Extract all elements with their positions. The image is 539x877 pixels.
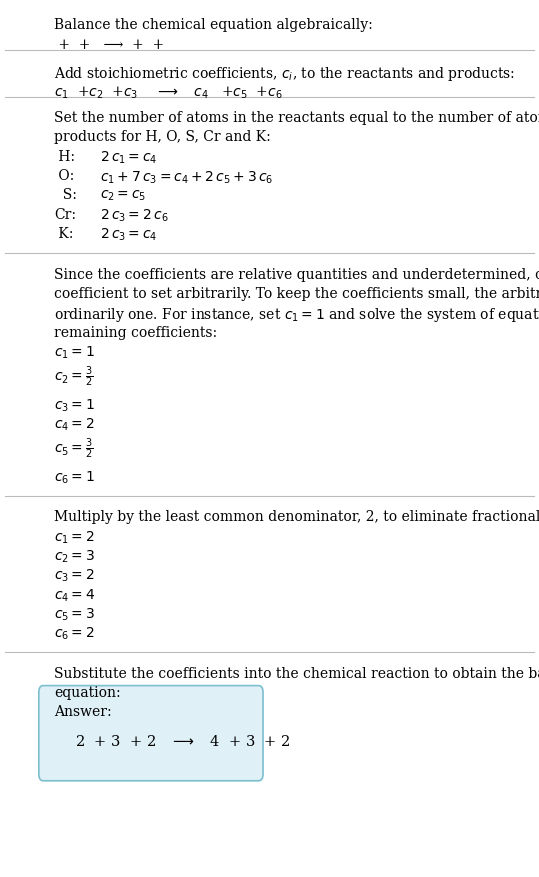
Text: Add stoichiometric coefficients, $c_i$, to the reactants and products:: Add stoichiometric coefficients, $c_i$, … (54, 65, 515, 82)
Text: $c_1 = 1$: $c_1 = 1$ (54, 345, 95, 360)
Text: S:: S: (54, 189, 77, 203)
Text: Multiply by the least common denominator, 2, to eliminate fractional coefficient: Multiply by the least common denominator… (54, 510, 539, 524)
Text: $c_1 + 7\,c_3 = c_4 + 2\,c_5 + 3\,c_6$: $c_1 + 7\,c_3 = c_4 + 2\,c_5 + 3\,c_6$ (100, 169, 273, 185)
Text: $c_6 = 1$: $c_6 = 1$ (54, 469, 95, 485)
Text: $c_1$  +$c_2$  +$c_3$    $\longrightarrow$   $c_4$   +$c_5$  +$c_6$: $c_1$ +$c_2$ +$c_3$ $\longrightarrow$ $c… (54, 84, 282, 100)
Text: products for H, O, S, Cr and K:: products for H, O, S, Cr and K: (54, 131, 271, 145)
Text: coefficient to set arbitrarily. To keep the coefficients small, the arbitrary va: coefficient to set arbitrarily. To keep … (54, 287, 539, 301)
FancyBboxPatch shape (39, 686, 263, 781)
Text: H:: H: (54, 150, 75, 164)
Text: Set the number of atoms in the reactants equal to the number of atoms in the: Set the number of atoms in the reactants… (54, 111, 539, 125)
Text: Since the coefficients are relative quantities and underdetermined, choose a: Since the coefficients are relative quan… (54, 267, 539, 282)
Text: $c_4 = 4$: $c_4 = 4$ (54, 587, 95, 603)
Text: $c_5 = 3$: $c_5 = 3$ (54, 606, 95, 623)
Text: equation:: equation: (54, 685, 121, 699)
Text: $c_3 = 2$: $c_3 = 2$ (54, 567, 94, 584)
Text: $2\,c_3 = c_4$: $2\,c_3 = c_4$ (100, 227, 157, 243)
Text: +  +   ⟶  +  +: + + ⟶ + + (54, 38, 168, 52)
Text: ordinarily one. For instance, set $c_1 = 1$ and solve the system of equations fo: ordinarily one. For instance, set $c_1 =… (54, 306, 539, 324)
Text: 2  + 3  + 2   $\longrightarrow$   4  + 3  + 2: 2 + 3 + 2 $\longrightarrow$ 4 + 3 + 2 (75, 733, 291, 748)
Text: $c_2 = \frac{3}{2}$: $c_2 = \frac{3}{2}$ (54, 364, 93, 389)
Text: $c_5 = \frac{3}{2}$: $c_5 = \frac{3}{2}$ (54, 436, 93, 460)
Text: $c_6 = 2$: $c_6 = 2$ (54, 625, 94, 642)
Text: $c_1 = 2$: $c_1 = 2$ (54, 529, 94, 545)
Text: $c_4 = 2$: $c_4 = 2$ (54, 417, 94, 432)
Text: Balance the chemical equation algebraically:: Balance the chemical equation algebraica… (54, 18, 372, 32)
Text: K:: K: (54, 227, 73, 241)
Text: $c_2 = c_5$: $c_2 = c_5$ (100, 189, 146, 203)
Text: Cr:: Cr: (54, 208, 76, 222)
Text: $2\,c_1 = c_4$: $2\,c_1 = c_4$ (100, 150, 157, 166)
Text: Substitute the coefficients into the chemical reaction to obtain the balanced: Substitute the coefficients into the che… (54, 666, 539, 680)
Text: O:: O: (54, 169, 74, 183)
Text: $c_3 = 1$: $c_3 = 1$ (54, 397, 95, 413)
Text: $c_2 = 3$: $c_2 = 3$ (54, 548, 95, 565)
Text: $2\,c_3 = 2\,c_6$: $2\,c_3 = 2\,c_6$ (100, 208, 168, 224)
Text: Answer:: Answer: (54, 704, 112, 718)
Text: remaining coefficients:: remaining coefficients: (54, 325, 217, 339)
